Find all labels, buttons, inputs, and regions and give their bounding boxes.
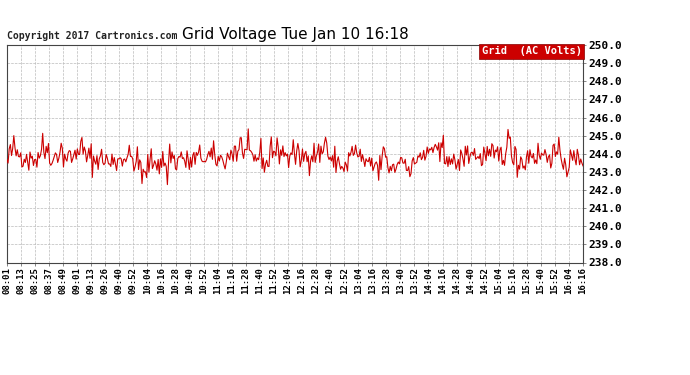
Title: Grid Voltage Tue Jan 10 16:18: Grid Voltage Tue Jan 10 16:18: [181, 27, 408, 42]
Text: Copyright 2017 Cartronics.com: Copyright 2017 Cartronics.com: [7, 31, 177, 40]
Text: Grid  (AC Volts): Grid (AC Volts): [482, 46, 582, 56]
